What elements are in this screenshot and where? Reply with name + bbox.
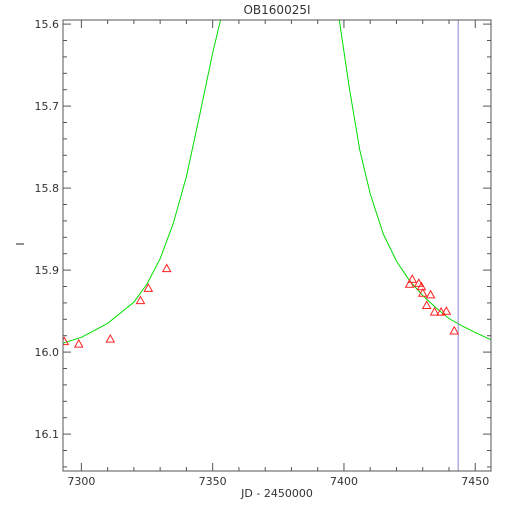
data-point-5	[161, 263, 172, 273]
data-point-4	[143, 283, 154, 292]
y-tick-label-1: 15.7	[35, 100, 60, 113]
data-point-0	[63, 336, 70, 346]
y-tick-label-5: 16.1	[35, 428, 60, 441]
y-axis-label: I	[14, 242, 27, 245]
y-tick-label-0: 15.6	[35, 18, 60, 31]
y-tick-label-3: 15.9	[35, 264, 60, 277]
data-point-3	[135, 295, 146, 305]
data-point-2	[105, 333, 116, 343]
data-point-12	[425, 289, 436, 299]
x-tick-label-1: 7350	[199, 475, 227, 488]
data-point-6	[404, 279, 415, 288]
chart-title: OB160025I	[243, 3, 310, 17]
data-point-14	[436, 306, 446, 316]
data-point-7	[407, 274, 418, 283]
x-tick-label-3: 7450	[461, 475, 489, 488]
data-point-13	[429, 306, 440, 316]
model-curve-falling	[338, 20, 491, 341]
data-point-10	[417, 288, 428, 297]
x-tick-label-0: 7300	[67, 475, 95, 488]
y-tick-label-2: 15.8	[35, 182, 60, 195]
x-axis-label: JD - 2450000	[240, 487, 313, 500]
data-point-1	[73, 338, 84, 348]
data-point-11	[421, 300, 432, 310]
y-tick-label-4: 16.0	[35, 346, 60, 359]
x-tick-label-2: 7400	[330, 475, 358, 488]
data-point-9	[416, 281, 427, 291]
model-curve-rising	[63, 20, 222, 344]
data-point-16	[449, 325, 460, 335]
data-point-15	[441, 306, 452, 315]
plot-frame	[62, 19, 492, 472]
